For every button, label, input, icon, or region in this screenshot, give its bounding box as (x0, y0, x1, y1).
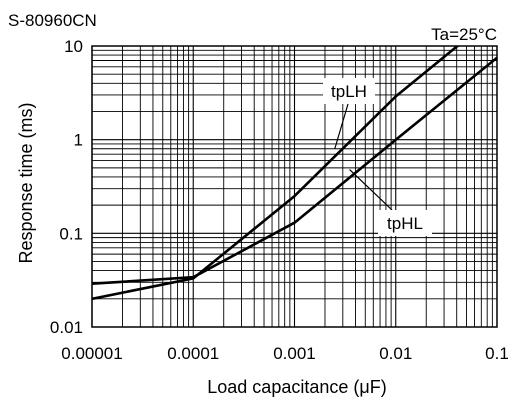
y-tick-label: 0.01 (50, 318, 83, 337)
x-tick-label: 0.0001 (167, 344, 219, 363)
series-line-tpLH (92, 46, 460, 301)
annotation-leader (349, 169, 393, 211)
series-line-tpHL (92, 56, 497, 285)
y-tick-label: 10 (64, 37, 83, 56)
x-tick-label: 0.00001 (61, 344, 122, 363)
x-tick-label: 0.01 (379, 344, 412, 363)
y-axis-label: Response time (ms) (16, 102, 36, 263)
grid (91, 46, 497, 328)
x-tick-label: 0.1 (485, 344, 509, 363)
annotation-background (378, 210, 432, 236)
series-label-tpLH: tpLH (331, 82, 367, 101)
y-tick-label: 1 (74, 131, 83, 150)
condition-label: Ta=25°C (431, 25, 497, 44)
series-label-tpHL: tpHL (387, 214, 423, 233)
plot-frame (91, 45, 498, 328)
y-tick-label: 0.1 (59, 224, 83, 243)
series-lines (92, 46, 497, 301)
annotation-leader (334, 103, 349, 149)
x-tick-label: 0.001 (273, 344, 316, 363)
annotations: tpLH tpHL (323, 78, 432, 236)
annotation-background (323, 78, 375, 104)
chart-title: S-80960CN (8, 11, 97, 30)
x-axis-label: Load capacitance (μF) (207, 377, 386, 397)
tick-labels: 0.00001 0.0001 0.001 0.01 0.1 0.01 0.1 1 10 (50, 37, 509, 363)
